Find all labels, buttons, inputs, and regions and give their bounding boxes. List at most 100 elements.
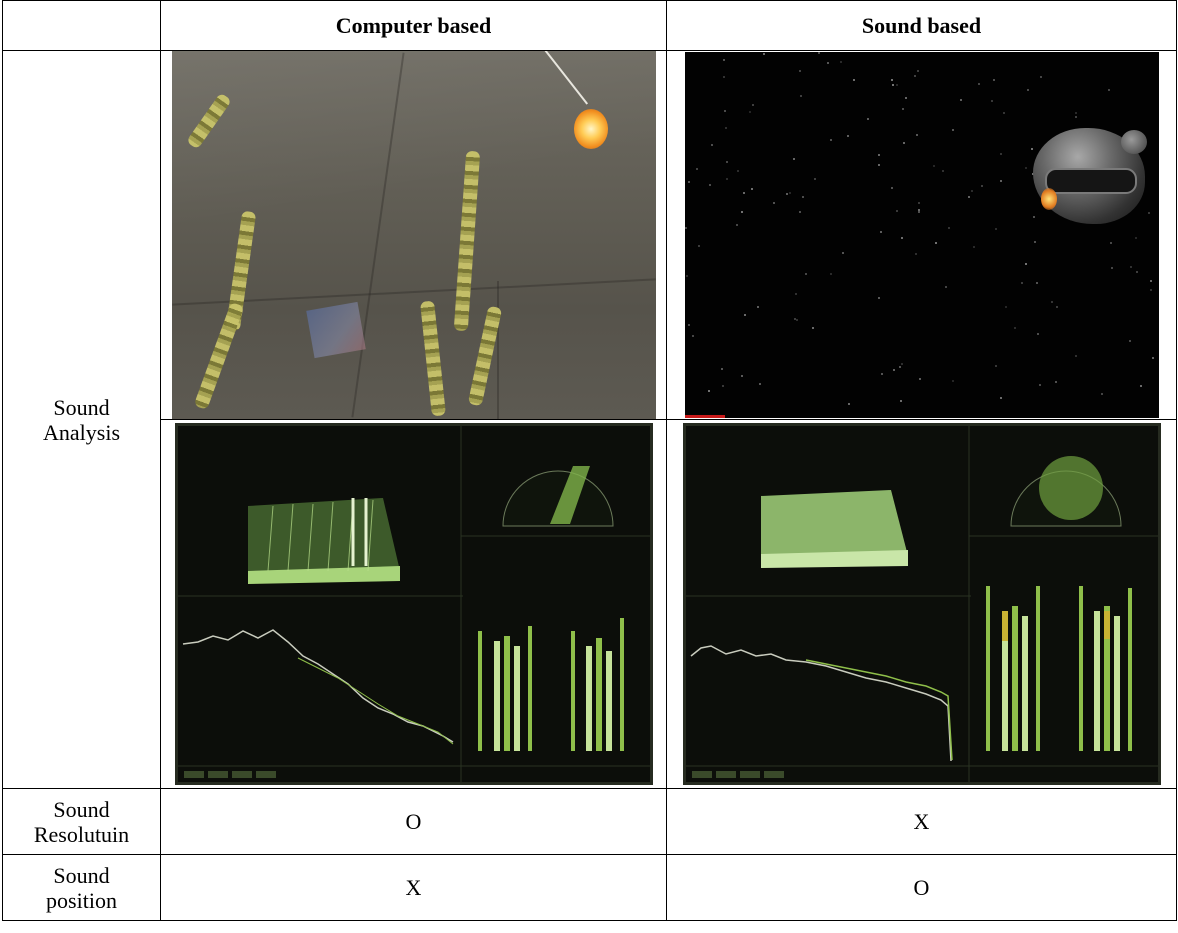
star xyxy=(736,170,739,172)
star xyxy=(1013,327,1016,329)
star xyxy=(1055,306,1058,308)
space-pod-game-image xyxy=(684,52,1159,418)
star xyxy=(798,211,801,213)
star xyxy=(1033,241,1036,243)
vine xyxy=(453,150,480,332)
star xyxy=(1109,242,1112,244)
star xyxy=(898,366,901,368)
star xyxy=(1129,266,1132,268)
header-computer-based: Computer based xyxy=(160,0,667,51)
star xyxy=(1054,381,1057,383)
star xyxy=(697,245,700,247)
star xyxy=(990,100,993,102)
star xyxy=(1036,333,1039,335)
star xyxy=(687,181,690,183)
analyzer-graphic xyxy=(685,426,1158,782)
star xyxy=(902,142,905,144)
star xyxy=(970,190,973,192)
star xyxy=(901,108,904,110)
star xyxy=(917,209,920,211)
space-pod xyxy=(1032,128,1147,224)
star xyxy=(794,293,797,295)
star xyxy=(742,192,745,194)
row-sound-analysis-charts xyxy=(3,419,1177,789)
star xyxy=(890,187,893,189)
star xyxy=(1074,112,1077,114)
star xyxy=(977,83,980,85)
star xyxy=(1149,280,1152,282)
row-label-line1: Sound xyxy=(53,394,110,420)
star xyxy=(890,79,893,81)
star xyxy=(895,84,898,86)
star xyxy=(750,188,753,190)
row-sound-position: Sound position X O xyxy=(2,854,1177,921)
star xyxy=(748,111,751,113)
star xyxy=(785,193,788,195)
star xyxy=(691,335,694,337)
star xyxy=(891,84,894,86)
star xyxy=(772,202,775,204)
star xyxy=(1100,393,1103,395)
star xyxy=(1147,212,1150,214)
star xyxy=(829,273,832,275)
star xyxy=(799,95,802,97)
star xyxy=(743,314,746,316)
star xyxy=(892,369,895,371)
star xyxy=(932,165,935,167)
star xyxy=(916,70,919,72)
star xyxy=(687,324,690,326)
star xyxy=(880,373,883,375)
row-label-sound-position: Sound position xyxy=(2,854,161,921)
star xyxy=(904,97,907,99)
star xyxy=(684,227,687,229)
star xyxy=(918,378,921,380)
star xyxy=(913,75,916,77)
star xyxy=(1002,112,1005,114)
star xyxy=(792,158,795,160)
star xyxy=(1038,384,1041,386)
star xyxy=(1110,267,1113,269)
star xyxy=(801,196,804,198)
star xyxy=(751,104,754,106)
star xyxy=(708,184,711,186)
star xyxy=(1074,116,1077,118)
star xyxy=(847,403,850,405)
star xyxy=(1032,216,1035,218)
star xyxy=(725,161,728,163)
header-sound-based: Sound based xyxy=(666,0,1177,51)
star xyxy=(980,185,983,187)
row-label-line2: Resolutuin xyxy=(33,821,130,847)
star xyxy=(695,168,698,170)
star xyxy=(722,76,725,78)
star xyxy=(900,363,903,365)
star xyxy=(917,202,920,204)
star xyxy=(1151,357,1154,359)
vine xyxy=(193,301,244,411)
vine xyxy=(419,300,446,417)
star xyxy=(710,144,713,146)
wall-sticker xyxy=(305,301,366,359)
value-computer-position: X xyxy=(160,854,667,921)
star xyxy=(720,368,723,370)
star xyxy=(1024,263,1027,265)
star xyxy=(740,375,743,377)
star xyxy=(740,211,743,213)
star xyxy=(1030,148,1033,150)
vine xyxy=(185,92,232,150)
row-label-line1: Sound xyxy=(53,796,110,822)
star xyxy=(967,196,970,198)
star xyxy=(947,227,950,229)
analyzer-graphic xyxy=(177,426,650,782)
star xyxy=(811,327,814,329)
star xyxy=(1134,237,1137,239)
star xyxy=(846,135,849,137)
star xyxy=(1004,306,1007,308)
value-sound-resolution: X xyxy=(666,788,1177,855)
star xyxy=(795,319,798,321)
star xyxy=(899,400,902,402)
row-label-sound-analysis: Sound Analysis xyxy=(2,50,161,789)
cell-computer-game-image xyxy=(160,50,667,420)
progress-bar-red xyxy=(684,415,725,418)
star xyxy=(852,79,855,81)
row-sound-analysis: Sound Analysis xyxy=(2,50,1177,789)
